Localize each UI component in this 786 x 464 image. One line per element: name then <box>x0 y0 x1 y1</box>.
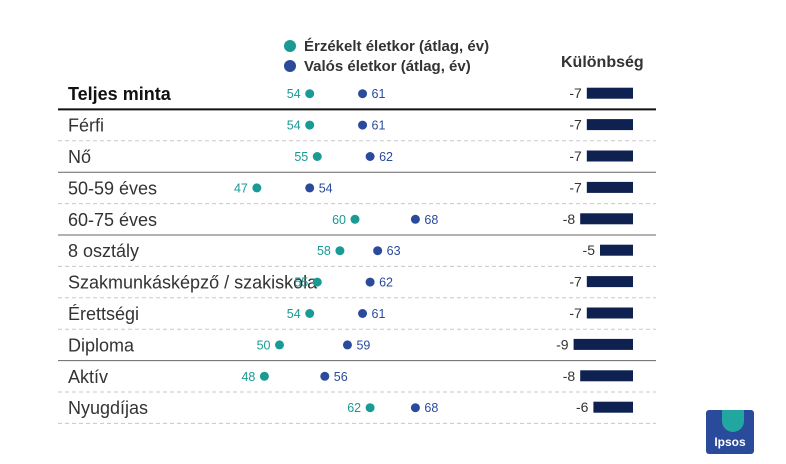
perceived-dot <box>252 183 262 193</box>
actual-value-label: 59 <box>356 338 370 352</box>
difference-bar <box>573 338 633 350</box>
actual-dot <box>410 214 420 224</box>
perceived-dot <box>312 152 322 161</box>
category-label: Aktív <box>68 367 108 387</box>
actual-dot <box>358 309 368 318</box>
legend: Érzékelt életkor (átlag, év) Valós életk… <box>284 36 489 76</box>
difference-value-label: -7 <box>569 179 582 195</box>
difference-value-label: -7 <box>569 117 582 133</box>
legend-item-perceived: Érzékelt életkor (átlag, év) <box>284 36 489 56</box>
difference-bar <box>600 244 633 256</box>
category-label: Teljes minta <box>68 84 172 104</box>
perceived-dot-icon <box>284 40 296 52</box>
category-label: 50-59 éves <box>68 178 157 198</box>
actual-value-label: 56 <box>334 370 348 384</box>
perceived-dot <box>275 340 284 350</box>
actual-value-label: 68 <box>424 213 438 227</box>
difference-header: Különbség <box>561 54 644 71</box>
difference-value-label: -8 <box>563 368 576 384</box>
actual-dot <box>358 89 368 99</box>
actual-value-label: 62 <box>379 150 393 164</box>
perceived-value-label: 55 <box>294 150 308 164</box>
perceived-value-label: 60 <box>332 213 346 227</box>
difference-value-label: -7 <box>569 85 582 101</box>
difference-bar <box>580 213 633 225</box>
perceived-dot <box>365 403 375 413</box>
actual-dot <box>365 152 375 161</box>
perceived-dot <box>259 371 269 381</box>
category-label: Érettségi <box>68 304 139 324</box>
category-label: Nyugdíjas <box>68 398 148 418</box>
actual-dot <box>305 183 315 193</box>
category-label: Szakmunkásképző / szakiskola <box>68 273 318 293</box>
perceived-dot <box>305 89 315 99</box>
perceived-value-label: 62 <box>347 401 361 415</box>
actual-value-label: 61 <box>372 307 386 321</box>
difference-value-label: -7 <box>569 305 582 321</box>
category-label: Diploma <box>68 335 135 355</box>
difference-bar <box>586 307 633 319</box>
difference-value-label: -8 <box>563 211 576 227</box>
legend-item-actual: Valós életkor (átlag, év) <box>284 56 489 76</box>
difference-value-label: -6 <box>576 399 589 415</box>
perceived-value-label: 55 <box>294 276 308 290</box>
category-label: 60-75 éves <box>68 210 157 230</box>
logo-text: Ipsos <box>714 435 746 449</box>
actual-dot <box>342 340 352 350</box>
difference-bar <box>593 401 633 413</box>
perceived-value-label: 54 <box>287 87 301 101</box>
difference-value-label: -7 <box>569 274 582 290</box>
difference-value-label: -7 <box>569 148 582 164</box>
actual-dot <box>358 120 368 130</box>
perceived-value-label: 47 <box>234 181 248 195</box>
perceived-value-label: 54 <box>287 119 301 133</box>
difference-bar <box>586 181 633 193</box>
perceived-dot <box>335 246 345 256</box>
perceived-value-label: 48 <box>241 370 255 384</box>
perceived-dot <box>305 309 315 318</box>
legend-label-actual: Valós életkor (átlag, év) <box>304 57 471 75</box>
logo-swoosh-icon <box>722 410 744 432</box>
perceived-dot <box>312 277 322 287</box>
actual-value-label: 62 <box>379 276 393 290</box>
difference-bar <box>586 276 633 288</box>
actual-dot <box>373 246 383 256</box>
category-label: Férfi <box>68 116 104 136</box>
actual-dot <box>365 277 375 287</box>
category-label: 8 osztály <box>68 241 139 261</box>
actual-dot-icon <box>284 60 296 72</box>
perceived-dot <box>305 120 315 130</box>
actual-dot <box>320 371 330 381</box>
difference-value-label: -5 <box>583 242 596 258</box>
actual-dot <box>410 403 420 413</box>
perceived-value-label: 50 <box>257 338 271 352</box>
perceived-value-label: 58 <box>317 244 331 258</box>
actual-value-label: 68 <box>424 401 438 415</box>
perceived-dot <box>350 214 360 224</box>
actual-value-label: 61 <box>372 87 386 101</box>
perceived-value-label: 54 <box>287 307 301 321</box>
legend-label-perceived: Érzékelt életkor (átlag, év) <box>304 37 490 55</box>
difference-value-label: -9 <box>556 336 569 352</box>
actual-value-label: 54 <box>319 181 333 195</box>
difference-bar <box>586 150 633 162</box>
difference-bar <box>586 119 633 131</box>
actual-value-label: 61 <box>372 119 386 133</box>
ipsos-logo: Ipsos <box>706 410 754 454</box>
difference-bar <box>580 370 633 382</box>
category-label: Nő <box>68 147 91 167</box>
actual-value-label: 63 <box>387 244 401 258</box>
difference-bar <box>586 87 633 99</box>
